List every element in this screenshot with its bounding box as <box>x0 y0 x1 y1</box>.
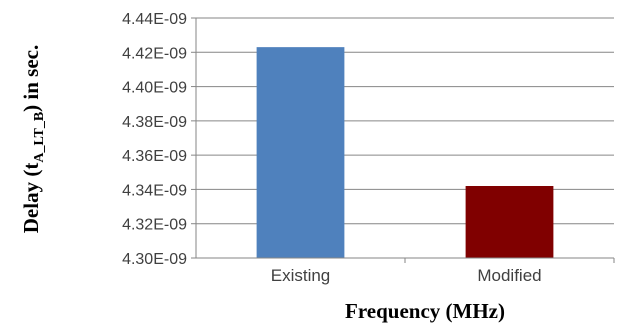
x-category-label-modified: Modified <box>477 266 541 285</box>
axes <box>195 18 615 263</box>
y-axis-title-prefix: Delay (t <box>19 163 43 234</box>
bars <box>256 47 554 259</box>
x-category-label-existing: Existing <box>271 266 331 285</box>
y-axis-title: Delay (tA_LT_B) in sec. <box>19 45 47 233</box>
y-tick-label: 4.32E-09 <box>122 217 187 234</box>
y-tick-labels: 4.30E-09 4.32E-09 4.34E-09 4.36E-09 4.38E-09… <box>122 11 187 268</box>
y-axis-title-suffix: ) in sec. <box>19 45 43 112</box>
y-tick-label: 4.38E-09 <box>122 114 187 131</box>
y-axis-title-subscript: A_LT_B <box>32 112 47 163</box>
x-category-labels: Existing Modified <box>271 266 542 285</box>
y-tick-label: 4.42E-09 <box>122 45 187 62</box>
y-tick-label: 4.40E-09 <box>122 80 187 97</box>
y-tick-label: 4.44E-09 <box>122 11 187 28</box>
bar-modified <box>465 186 554 258</box>
y-tick-label: 4.30E-09 <box>122 251 187 268</box>
bar-existing <box>256 47 345 259</box>
x-axis-title: Frequency (MHz) <box>345 299 505 323</box>
y-tick-label: 4.34E-09 <box>122 182 187 199</box>
y-tick-label: 4.36E-09 <box>122 148 187 165</box>
